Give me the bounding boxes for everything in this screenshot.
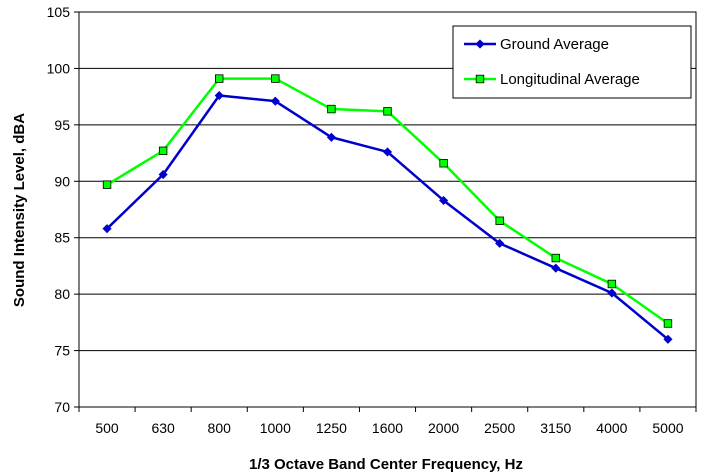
x-tick-label: 2000 — [428, 420, 459, 436]
data-point — [270, 96, 280, 106]
y-tick-label: 95 — [54, 117, 70, 133]
data-point — [607, 279, 617, 289]
data-point — [327, 104, 336, 114]
data-point — [439, 159, 448, 168]
data-point — [158, 146, 168, 156]
data-point — [382, 147, 393, 157]
x-tick-label: 1000 — [260, 420, 291, 436]
x-tick-label: 3150 — [540, 420, 571, 436]
legend-marker — [475, 74, 485, 84]
legend-box — [452, 25, 692, 99]
legend: Ground Average Longitudinal Average — [452, 25, 692, 99]
data-point — [663, 334, 673, 344]
data-point — [383, 107, 392, 116]
y-axis-ticks: 70 75 80 85 90 95 100 105 — [47, 4, 79, 415]
y-axis-title: Sound Intensity Level, dBA — [11, 113, 28, 307]
y-tick-label: 90 — [54, 173, 70, 189]
x-tick-label: 1600 — [372, 420, 403, 436]
data-point — [551, 263, 561, 273]
x-tick-label: 500 — [95, 420, 119, 436]
x-tick-label: 4000 — [596, 420, 627, 436]
series-1 — [102, 74, 673, 328]
legend-label: Longitudinal Average — [500, 71, 640, 88]
plot-area-frame — [78, 11, 697, 408]
y-tick-label: 100 — [47, 60, 71, 76]
x-tick-label: 1250 — [316, 420, 347, 436]
data-point — [215, 74, 224, 83]
data-point — [102, 224, 112, 234]
x-tick-label: 2500 — [484, 420, 515, 436]
legend-marker — [475, 39, 485, 49]
data-point — [607, 288, 617, 298]
legend-item: Ground Average — [464, 36, 609, 53]
x-axis-ticks: 500 630 800 1000 1250 1600 2000 2500 3150 4000 500… — [78, 407, 697, 436]
data-point — [495, 216, 504, 225]
series-line — [106, 94, 669, 341]
legend-item: Longitudinal Average — [464, 71, 640, 88]
data-series — [102, 74, 673, 344]
data-point — [663, 319, 673, 328]
data-point — [495, 238, 505, 248]
y-tick-label: 85 — [54, 230, 70, 246]
y-tick-label: 75 — [54, 343, 70, 359]
series-0 — [102, 90, 673, 344]
data-point — [551, 253, 560, 263]
data-point — [271, 74, 280, 83]
x-tick-label: 5000 — [652, 420, 683, 436]
y-tick-label: 80 — [54, 286, 70, 302]
y-tick-label: 70 — [54, 399, 70, 415]
data-point — [102, 180, 112, 189]
x-tick-label: 800 — [208, 420, 232, 436]
data-point — [214, 90, 224, 101]
legend-label: Ground Average — [500, 36, 609, 53]
data-point — [439, 195, 449, 206]
data-point — [158, 169, 168, 180]
x-tick-label: 630 — [151, 420, 175, 436]
data-point — [326, 132, 336, 142]
x-axis-title: 1/3 Octave Band Center Frequency, Hz — [249, 456, 523, 473]
y-tick-label: 105 — [47, 4, 71, 20]
